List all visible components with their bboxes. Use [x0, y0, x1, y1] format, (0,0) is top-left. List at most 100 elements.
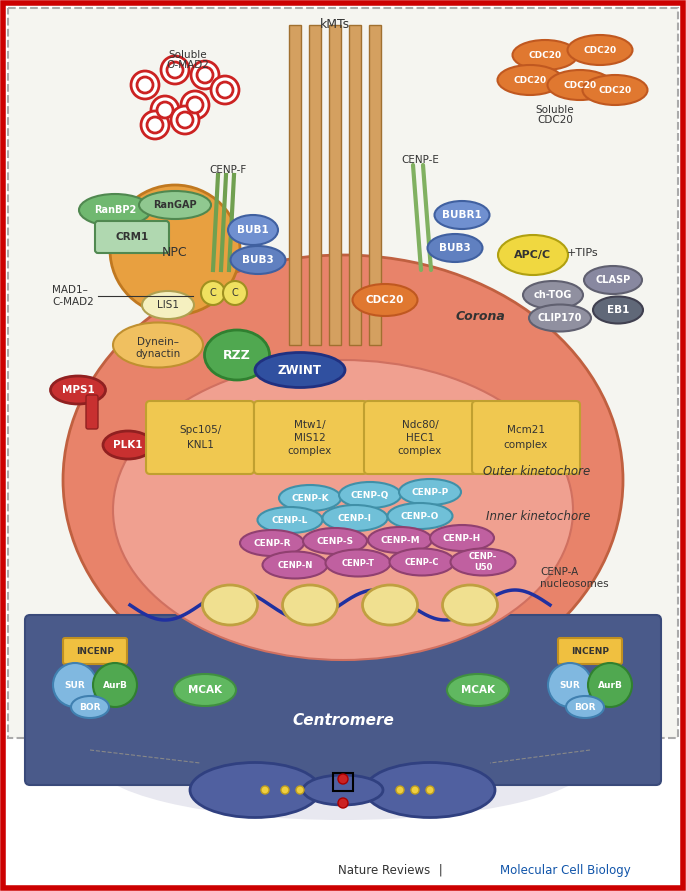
Ellipse shape: [79, 194, 151, 226]
Text: RZZ: RZZ: [223, 348, 251, 362]
Text: SUR: SUR: [64, 681, 85, 690]
Text: BUB3: BUB3: [439, 243, 471, 253]
Ellipse shape: [142, 291, 194, 319]
Text: BUBR1: BUBR1: [442, 210, 482, 220]
Ellipse shape: [204, 330, 270, 380]
FancyBboxPatch shape: [558, 638, 622, 664]
Circle shape: [217, 82, 233, 98]
Ellipse shape: [512, 40, 578, 70]
Ellipse shape: [451, 549, 515, 576]
Ellipse shape: [325, 550, 390, 576]
Text: INCENP: INCENP: [76, 647, 114, 656]
Ellipse shape: [240, 530, 304, 556]
Ellipse shape: [427, 234, 482, 262]
Ellipse shape: [365, 763, 495, 818]
Text: Inner kinetochore: Inner kinetochore: [486, 510, 590, 523]
Circle shape: [281, 786, 289, 794]
Ellipse shape: [174, 674, 236, 706]
Text: CENP-F: CENP-F: [209, 165, 247, 175]
Circle shape: [151, 96, 179, 124]
Ellipse shape: [582, 75, 648, 105]
Text: dynactin: dynactin: [135, 349, 180, 359]
Text: NPC: NPC: [162, 246, 188, 258]
FancyBboxPatch shape: [25, 615, 661, 785]
Ellipse shape: [202, 585, 257, 625]
Text: +TIPs: +TIPs: [567, 248, 599, 258]
Text: CLIP170: CLIP170: [538, 313, 582, 323]
Text: O-MAD2: O-MAD2: [167, 60, 209, 70]
Circle shape: [588, 663, 632, 707]
Circle shape: [137, 77, 153, 93]
Ellipse shape: [497, 65, 563, 95]
Bar: [333, 773, 353, 791]
Text: MCAK: MCAK: [461, 685, 495, 695]
Ellipse shape: [547, 70, 613, 100]
Ellipse shape: [388, 503, 453, 529]
Bar: [329, 25, 341, 345]
Ellipse shape: [339, 482, 401, 508]
FancyBboxPatch shape: [3, 3, 683, 888]
Text: CDC20: CDC20: [528, 51, 562, 60]
Circle shape: [157, 102, 173, 118]
Ellipse shape: [93, 700, 593, 820]
Text: SUR: SUR: [560, 681, 580, 690]
Circle shape: [131, 71, 159, 99]
Ellipse shape: [230, 246, 285, 274]
Circle shape: [548, 663, 592, 707]
Text: KNL1: KNL1: [187, 440, 213, 450]
Ellipse shape: [430, 525, 494, 551]
Text: Soluble: Soluble: [536, 105, 574, 115]
Text: MIS12: MIS12: [294, 433, 326, 443]
Text: CDC20: CDC20: [598, 86, 632, 94]
Circle shape: [223, 281, 247, 305]
Text: LIS1: LIS1: [157, 300, 179, 310]
Circle shape: [53, 663, 97, 707]
Text: PLK1: PLK1: [113, 440, 143, 450]
Ellipse shape: [303, 775, 383, 805]
Ellipse shape: [113, 323, 203, 367]
Circle shape: [191, 61, 219, 89]
Text: CENP-O: CENP-O: [401, 511, 439, 520]
Ellipse shape: [228, 215, 278, 245]
Ellipse shape: [113, 360, 573, 660]
Ellipse shape: [279, 485, 341, 511]
FancyBboxPatch shape: [254, 401, 367, 474]
Text: MCAK: MCAK: [188, 685, 222, 695]
Circle shape: [181, 91, 209, 119]
Ellipse shape: [322, 505, 388, 531]
Ellipse shape: [353, 284, 418, 316]
Circle shape: [338, 774, 348, 784]
Text: BOR: BOR: [574, 702, 595, 712]
Bar: [289, 25, 301, 345]
FancyBboxPatch shape: [364, 401, 477, 474]
Bar: [369, 25, 381, 345]
Text: CENP-N: CENP-N: [277, 560, 313, 569]
Text: complex: complex: [398, 446, 442, 456]
Text: CENP-A: CENP-A: [540, 567, 578, 577]
Text: CENP-H: CENP-H: [443, 534, 481, 543]
Text: Nature Reviews: Nature Reviews: [338, 863, 430, 877]
Text: Mcm21: Mcm21: [507, 425, 545, 435]
Circle shape: [296, 786, 304, 794]
Text: Ndc80/: Ndc80/: [401, 420, 438, 430]
Text: CRM1: CRM1: [115, 232, 149, 242]
Text: Spc105/: Spc105/: [179, 425, 221, 435]
Text: HEC1: HEC1: [406, 433, 434, 443]
Circle shape: [411, 786, 419, 794]
FancyBboxPatch shape: [8, 8, 678, 738]
Circle shape: [161, 56, 189, 84]
Text: Corona: Corona: [455, 310, 505, 323]
Text: BUB1: BUB1: [237, 225, 269, 235]
Text: CENP-E: CENP-E: [401, 155, 439, 165]
Text: CENP-T: CENP-T: [342, 559, 375, 568]
Text: AurB: AurB: [598, 681, 622, 690]
FancyBboxPatch shape: [146, 401, 254, 474]
Text: CDC20: CDC20: [583, 45, 617, 54]
Text: INCENP: INCENP: [571, 647, 609, 656]
Ellipse shape: [399, 479, 461, 505]
Text: CENP-P: CENP-P: [412, 487, 449, 496]
FancyBboxPatch shape: [63, 638, 127, 664]
Text: CDC20: CDC20: [537, 115, 573, 125]
Text: CENP-R: CENP-R: [253, 538, 291, 547]
Circle shape: [177, 112, 193, 128]
